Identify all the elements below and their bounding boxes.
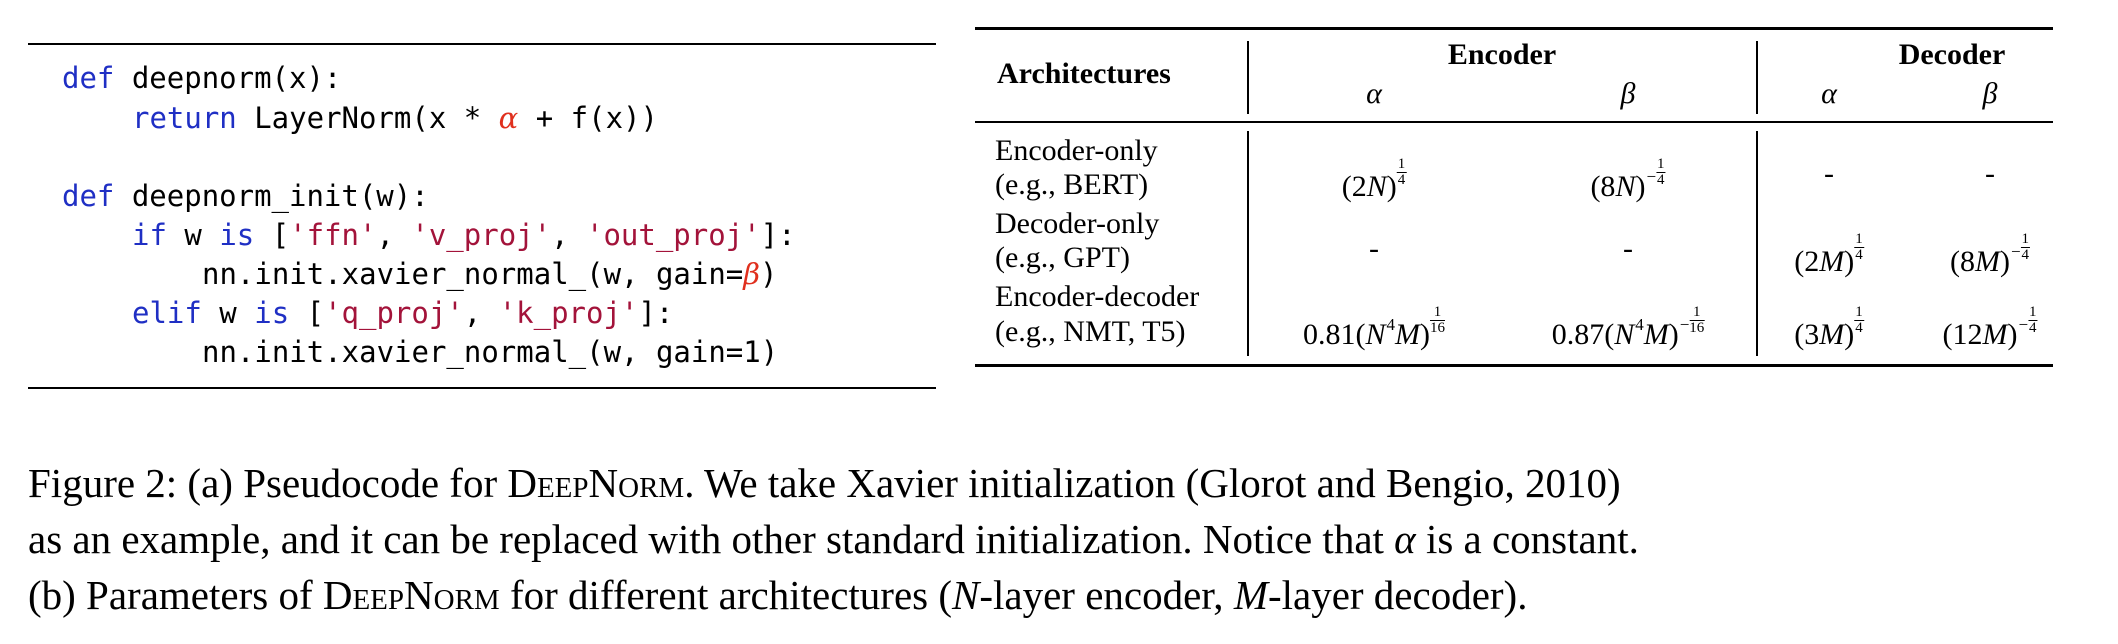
header-decoder: Decoder <box>1898 38 2006 71</box>
code-text: nn.init.xavier_normal_(w, gain= <box>202 257 744 291</box>
code-line-elif: elif w is ['q_proj', 'k_proj']: <box>132 295 673 331</box>
keyword-def: def <box>62 61 115 95</box>
row-arch-example: (e.g., NMT, T5) <box>995 315 1186 348</box>
cell-decoder-alpha: - <box>1824 157 1834 190</box>
caption-line-2: as an example, and it can be replaced wi… <box>28 516 1639 562</box>
subheader-decoder-beta: β <box>1982 77 1998 110</box>
deepnorm-name: DeepNorm <box>507 460 685 506</box>
cell-decoder-beta: (12M)− 1 4 <box>1942 304 2038 351</box>
code-text: [ <box>289 296 325 330</box>
cell-encoder-alpha: (2N) 1 4 <box>1341 156 1407 203</box>
code-line-if: if w is ['ffn', 'v_proj', 'out_proj']: <box>132 217 796 253</box>
cell-encoder-alpha: 0.81(N4M) 1 16 <box>1302 304 1446 351</box>
cell-decoder-alpha: (2M) 1 4 <box>1794 231 1864 278</box>
row-arch-name: Decoder-only <box>995 207 1160 240</box>
keyword-is: is <box>254 296 290 330</box>
code-line-xavier-one: nn.init.xavier_normal_(w, gain=1) <box>202 334 778 370</box>
cell-decoder-beta: - <box>1985 157 1995 190</box>
code-line-return: return LayerNorm(x * α + f(x)) <box>132 100 658 136</box>
code-text: ]: <box>638 296 674 330</box>
table-vrule <box>1247 131 1249 356</box>
cell-encoder-beta: - <box>1623 232 1633 265</box>
subheader-encoder-alpha: α <box>1366 77 1382 110</box>
string-literal: 'k_proj' <box>498 296 639 330</box>
table-bottom-rule <box>975 364 2053 367</box>
figure-caption: Figure 2: (a) Pseudocode for DeepNorm. W… <box>28 455 2098 623</box>
beta-symbol: β <box>743 257 761 291</box>
table-vrule <box>1756 41 1758 114</box>
code-text: deepnorm(x): <box>114 61 342 95</box>
caption-line-3: (b) Parameters of DeepNorm for different… <box>28 572 1528 618</box>
code-text: , <box>551 218 586 252</box>
pseudocode-block: def deepnorm(x): return LayerNorm(x * α … <box>28 43 936 389</box>
code-text: w <box>201 296 255 330</box>
cell-decoder-alpha: (3M) 1 4 <box>1794 304 1864 351</box>
alpha-symbol: α <box>498 101 519 135</box>
code-text: ) <box>760 257 778 291</box>
caption-line-1: Figure 2: (a) Pseudocode for DeepNorm. W… <box>28 460 1621 506</box>
string-literal: 'q_proj' <box>324 296 464 330</box>
alpha-symbol: α <box>1394 516 1416 562</box>
row-arch-example: (e.g., GPT) <box>995 241 1130 274</box>
cell-decoder-beta: (8M)− 1 4 <box>1949 231 2031 278</box>
table-vrule <box>1756 131 1758 356</box>
code-text: nn.init.xavier_normal_(w, gain=1) <box>202 335 779 369</box>
code-text: + f(x)) <box>518 101 658 135</box>
keyword-elif: elif <box>132 296 202 330</box>
header-encoder: Encoder <box>1447 38 1557 71</box>
string-literal: 'ffn' <box>289 218 377 252</box>
code-line-def-init: def deepnorm_init(w): <box>62 178 429 214</box>
code-text: [ <box>254 218 290 252</box>
code-text: , <box>463 296 499 330</box>
cell-encoder-beta: 0.87(N4M)− 1 16 <box>1551 304 1705 351</box>
code-text: deepnorm_init(w): <box>114 179 429 213</box>
code-line-xavier-beta: nn.init.xavier_normal_(w, gain=β) <box>202 256 777 292</box>
subheader-encoder-beta: β <box>1620 77 1636 110</box>
parameters-table: Architectures Encoder Decoder α β α β En… <box>975 27 2053 367</box>
table-vrule <box>1247 41 1249 114</box>
code-text: LayerNorm(x * <box>236 101 499 135</box>
keyword-is: is <box>219 218 255 252</box>
code-text: ]: <box>760 218 796 252</box>
deepnorm-name: DeepNorm <box>322 572 500 618</box>
keyword-def: def <box>62 179 115 213</box>
code-text: , <box>376 218 412 252</box>
row-arch-name: Encoder-decoder <box>995 280 1200 313</box>
code-line-def-deepnorm: def deepnorm(x): <box>62 60 341 96</box>
code-text: w <box>166 218 220 252</box>
header-architectures: Architectures <box>997 57 1171 90</box>
keyword-if: if <box>132 218 167 252</box>
string-literal: 'v_proj' <box>411 218 552 252</box>
keyword-return: return <box>132 101 237 135</box>
cell-encoder-alpha: - <box>1369 232 1379 265</box>
row-arch-example: (e.g., BERT) <box>995 168 1149 201</box>
table-mid-rule <box>975 121 2053 123</box>
cell-encoder-beta: (8N)− 1 4 <box>1590 156 1666 203</box>
subheader-decoder-alpha: α <box>1821 77 1837 110</box>
table-top-rule <box>975 27 2053 30</box>
string-literal: 'out_proj' <box>586 218 761 252</box>
row-arch-name: Encoder-only <box>995 134 1158 167</box>
